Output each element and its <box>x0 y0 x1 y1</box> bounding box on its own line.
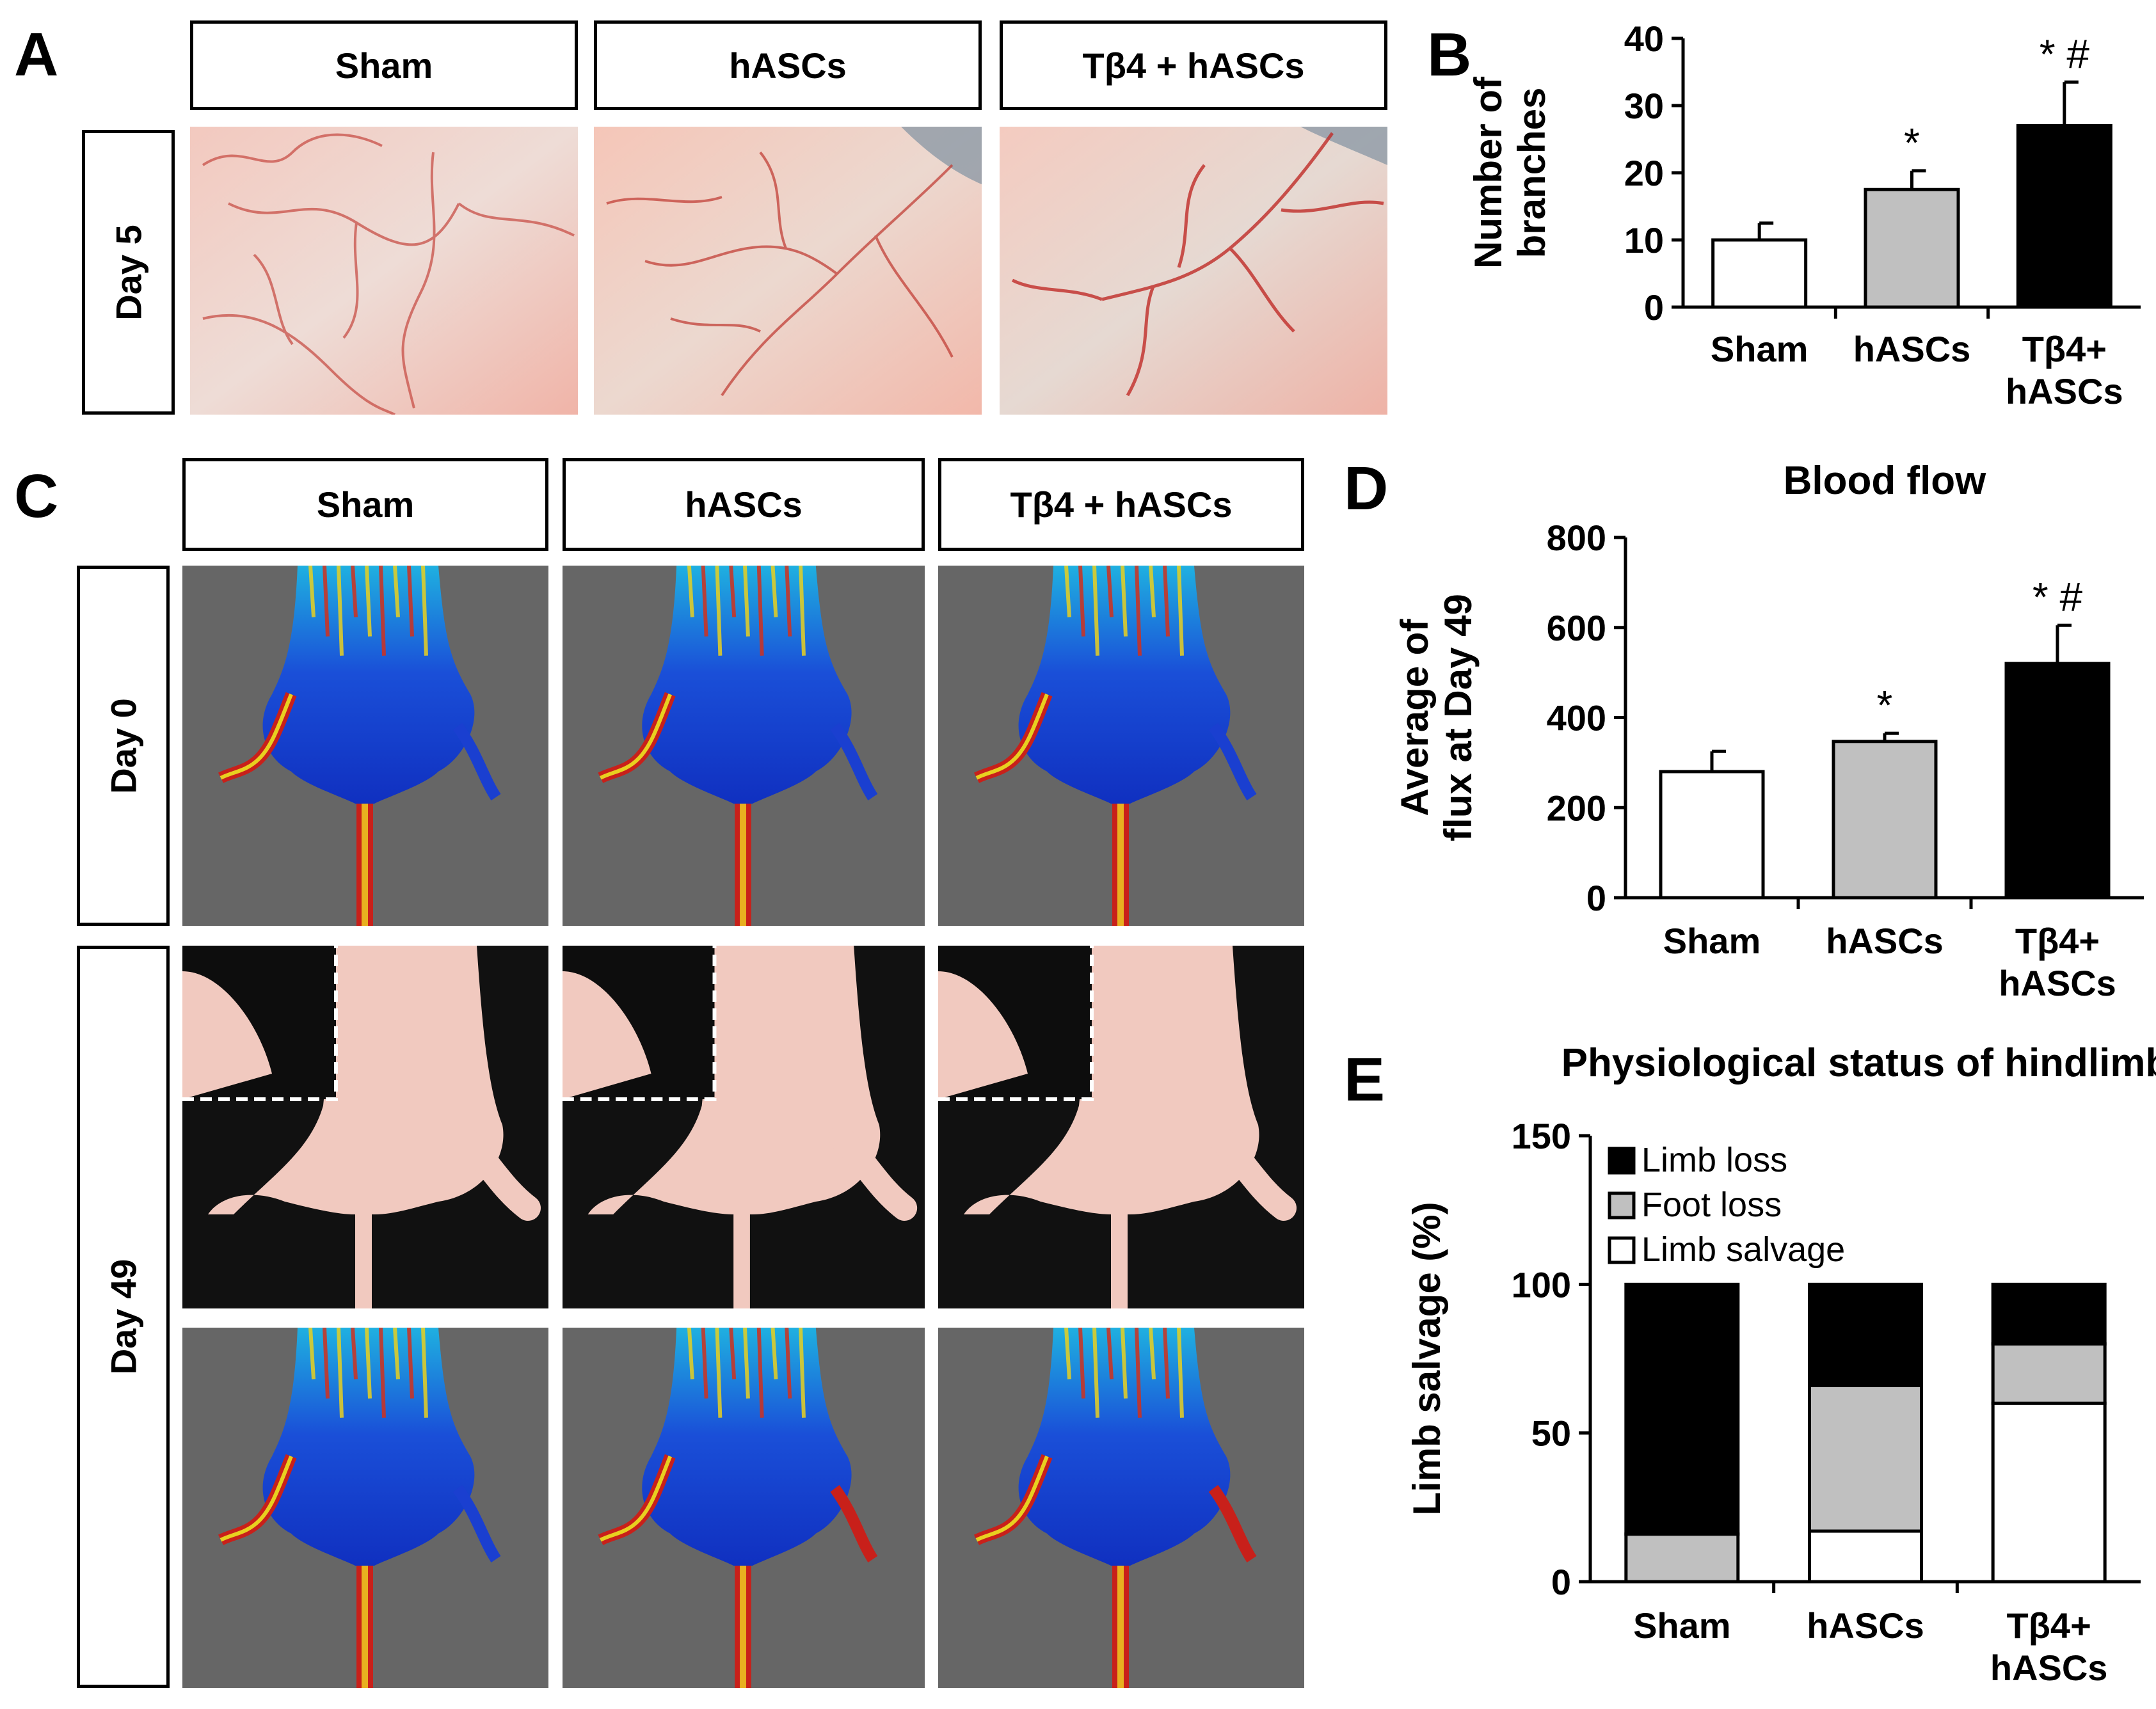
chart-E-category-label: hASCs <box>1807 1605 1924 1646</box>
panel-c-row-label-day0: Day 0 <box>77 566 170 926</box>
chart-E-bar-segment <box>1991 1342 2107 1405</box>
panel-c-header-hascs: hASCs <box>563 458 925 551</box>
perfusion-day49-hascs <box>563 1328 925 1688</box>
panel-c-row-label-day49: Day 49 <box>77 946 170 1688</box>
chart-D-ytick-label: 600 <box>1547 608 1606 648</box>
perfusion-day0-tb4-hascs <box>938 566 1304 926</box>
panel-c-header-tb4-hascs: Tβ4 + hASCs <box>938 458 1304 551</box>
chart-D-significance: * # <box>2032 574 2083 620</box>
panel-e-letter: E <box>1344 1045 1385 1114</box>
chart-B-bar <box>2016 124 2112 309</box>
chart-D-ylabel: Average offlux at Day 49 <box>1393 594 1480 841</box>
chart-B-significance: * <box>1904 120 1920 166</box>
chart-E-ylabel: Limb salvage (%) <box>1405 1202 1448 1515</box>
chart-D-ytick-label: 0 <box>1586 878 1606 918</box>
panel-d-letter: D <box>1344 454 1389 523</box>
chart-E-legend-label: Limb loss <box>1641 1141 1787 1179</box>
chart-E-category-label: hASCs <box>1990 1648 2108 1688</box>
chart-B-bar <box>1864 187 1960 309</box>
chart-B-category-label: Tβ4+ <box>2022 329 2107 369</box>
chart-B-category-label: hASCs <box>1853 329 1971 369</box>
mouse-photo-day49-tb4-hascs <box>938 946 1304 1308</box>
chart-E-legend-swatch <box>1608 1191 1636 1220</box>
chart-D-bar <box>1659 770 1765 900</box>
panel-a-row-label-day5: Day 5 <box>82 130 175 415</box>
chart-E-legend-label: Foot loss <box>1641 1186 1782 1224</box>
panel-c-header-sham: Sham <box>182 458 548 551</box>
panel-a-header-sham: Sham <box>190 20 578 110</box>
chart-E-bar-segment <box>1624 1532 1740 1584</box>
chart-B-bar <box>1711 238 1808 309</box>
chart-D-bar <box>1832 740 1938 900</box>
chart-E-category-label: Sham <box>1633 1605 1731 1646</box>
mouse-photo-day49-sham <box>182 946 548 1308</box>
chart-B-ytick-label: 10 <box>1624 220 1664 260</box>
chart-E-ytick-label: 100 <box>1512 1264 1571 1305</box>
chart-E-bar-segment <box>1808 1383 1923 1533</box>
chart-d-blood-flow: Blood flow 0 200 400 600 800 Average offlux at… <box>1393 459 2144 1003</box>
chart-D-category-label: Tβ4+ <box>2015 921 2100 961</box>
panel-a-letter: A <box>14 20 59 89</box>
chart-B-ytick-label: 0 <box>1644 287 1664 328</box>
chart-B-ytick-label: 20 <box>1624 153 1664 193</box>
chart-e-hindlimb-status: Physiological status of hindlimb 0 50 100 15… <box>1405 1041 2156 1688</box>
chart-E-category-label: Tβ4+ <box>2007 1605 2091 1646</box>
chart-E-legend-label: Limb salvage <box>1641 1230 1845 1269</box>
vasculature-photo-sham <box>190 127 578 415</box>
panel-c-letter: C <box>14 462 59 530</box>
chart-D-category-label: hASCs <box>1999 963 2116 1003</box>
chart-D-significance: * <box>1877 682 1893 728</box>
chart-E-ytick-label: 0 <box>1551 1562 1571 1602</box>
chart-B-ytick-label: 40 <box>1624 19 1664 59</box>
chart-E-ytick-label: 150 <box>1512 1116 1571 1156</box>
mouse-photo-day49-hascs <box>563 946 925 1308</box>
panel-b-letter: B <box>1427 20 1472 89</box>
panel-a-header-hascs: hASCs <box>594 20 982 110</box>
chart-D-category-label: hASCs <box>1826 921 1944 961</box>
chart-D-ytick-label: 800 <box>1547 518 1606 558</box>
chart-E-bar-segment <box>1808 1282 1923 1387</box>
chart-D-ytick-label: 200 <box>1547 788 1606 828</box>
vasculature-photo-hascs <box>594 127 982 415</box>
chart-E-bar-segment <box>1808 1529 1923 1584</box>
chart-D-ytick-label: 400 <box>1547 698 1606 738</box>
chart-E-legend-swatch <box>1608 1236 1636 1264</box>
perfusion-day49-tb4-hascs <box>938 1328 1304 1688</box>
chart-E-bar-segment <box>1991 1282 2107 1346</box>
chart-E-legend-swatch <box>1608 1147 1636 1175</box>
chart-E-bar-segment <box>1624 1282 1740 1536</box>
chart-B-ylabel: Number ofbranches <box>1467 76 1553 269</box>
chart-E-title: Physiological status of hindlimb <box>1561 1041 2156 1085</box>
chart-B-significance: * # <box>2040 31 2090 77</box>
chart-B-ytick-label: 30 <box>1624 86 1664 126</box>
perfusion-day0-sham <box>182 566 548 926</box>
chart-D-title: Blood flow <box>1784 459 1987 503</box>
chart-B-category-label: hASCs <box>2006 371 2123 411</box>
perfusion-day49-sham <box>182 1328 548 1688</box>
chart-B-category-label: Sham <box>1711 329 1809 369</box>
chart-D-bar <box>2004 662 2111 900</box>
panel-a-header-tb4-hascs: Tβ4 + hASCs <box>1000 20 1387 110</box>
chart-E-bar-segment <box>1991 1401 2107 1584</box>
vasculature-photo-tb4-hascs <box>1000 127 1387 415</box>
perfusion-day0-hascs <box>563 566 925 926</box>
chart-D-category-label: Sham <box>1663 921 1761 961</box>
chart-E-ytick-label: 50 <box>1531 1413 1571 1454</box>
